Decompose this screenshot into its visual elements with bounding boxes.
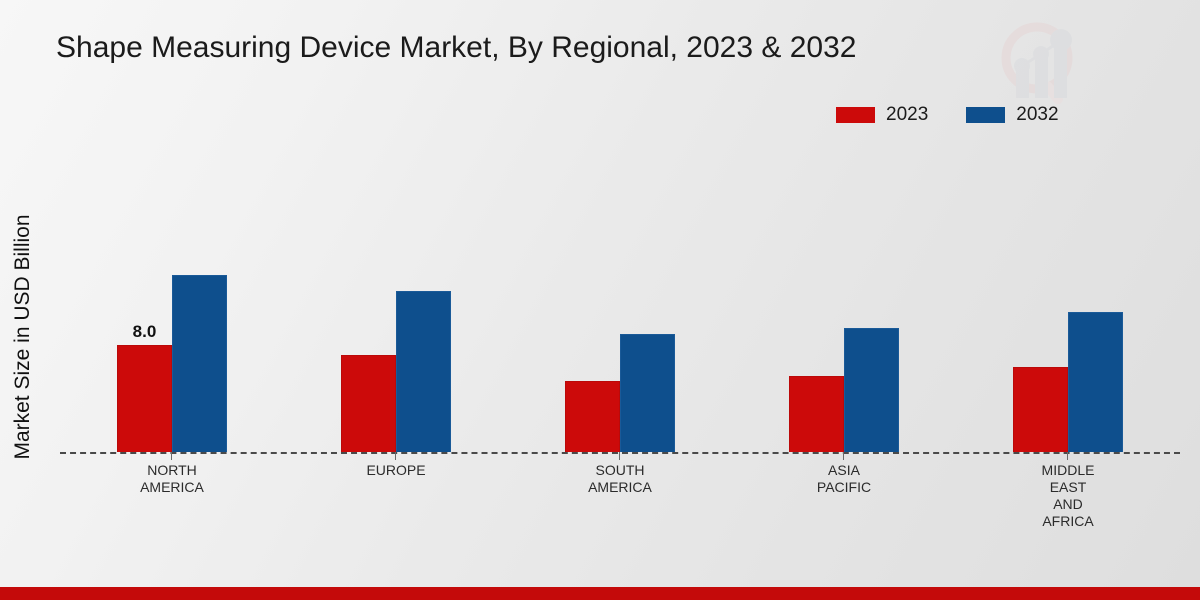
chart-title: Shape Measuring Device Market, By Region…: [56, 31, 857, 64]
x-tick-north-america: [171, 452, 172, 460]
bar-2032-asia-pacific[interactable]: [844, 328, 899, 452]
legend-item-2023[interactable]: 2023: [836, 105, 928, 124]
bar-group-europe: EUROPE: [284, 150, 508, 478]
bar-2032-north-america[interactable]: [172, 275, 227, 452]
bars-middle-east-and-africa: [956, 150, 1180, 452]
bar-2032-europe[interactable]: [396, 291, 451, 452]
legend-swatch-2023: [836, 106, 875, 123]
legend-label-2023: 2023: [886, 104, 929, 125]
bar-2032-middle-east-and-africa[interactable]: [1068, 312, 1123, 452]
bars-north-america: 8.0: [60, 150, 284, 452]
x-label-south-america: SOUTH AMERICA: [588, 462, 652, 495]
footer-accent-bar: [0, 587, 1200, 600]
bar-group-north-america: 8.0 NORTH AMERICA: [60, 150, 284, 495]
legend-item-2032[interactable]: 2032: [966, 104, 1059, 125]
x-tick-europe: [395, 452, 396, 460]
legend-label-2032: 2032: [1016, 104, 1059, 125]
bars-south-america: [508, 150, 732, 452]
x-tick-south-america: [619, 452, 620, 460]
bar-2023-south-america[interactable]: [565, 381, 620, 452]
bar-2032-south-america[interactable]: [620, 334, 675, 452]
legend-swatch-2032: [966, 106, 1006, 123]
x-tick-middle-east-and-africa: [1067, 452, 1068, 460]
bar-2023-europe[interactable]: [341, 355, 396, 452]
bar-group-middle-east-and-africa: MIDDLE EAST AND AFRICA: [956, 150, 1180, 529]
chart-legend: 2023 2032: [836, 105, 1059, 124]
x-label-north-america: NORTH AMERICA: [140, 462, 204, 495]
bars-europe: [284, 150, 508, 452]
x-label-asia-pacific: ASIA PACIFIC: [816, 462, 872, 495]
bar-2023-asia-pacific[interactable]: [789, 376, 844, 452]
plot-area: 8.0 NORTH AMERICA EUROPE SOUTH AMERICA: [60, 150, 1180, 529]
x-tick-asia-pacific: [843, 452, 844, 460]
bar-2023-middle-east-and-africa[interactable]: [1013, 367, 1068, 452]
bar-2023-north-america[interactable]: 8.0: [117, 322, 172, 452]
bar-group-asia-pacific: ASIA PACIFIC: [732, 150, 956, 495]
x-label-middle-east-and-africa: MIDDLE EAST AND AFRICA: [1041, 462, 1095, 529]
bar-group-south-america: SOUTH AMERICA: [508, 150, 732, 495]
bars-asia-pacific: [732, 150, 956, 452]
y-axis-title: Market Size in USD Billion: [11, 214, 34, 460]
bar-value-2023-north-america: 8.0: [132, 322, 157, 341]
x-axis-baseline: [60, 452, 1180, 454]
watermark-logo-icon: [990, 14, 1090, 106]
x-label-europe: EUROPE: [366, 462, 426, 478]
